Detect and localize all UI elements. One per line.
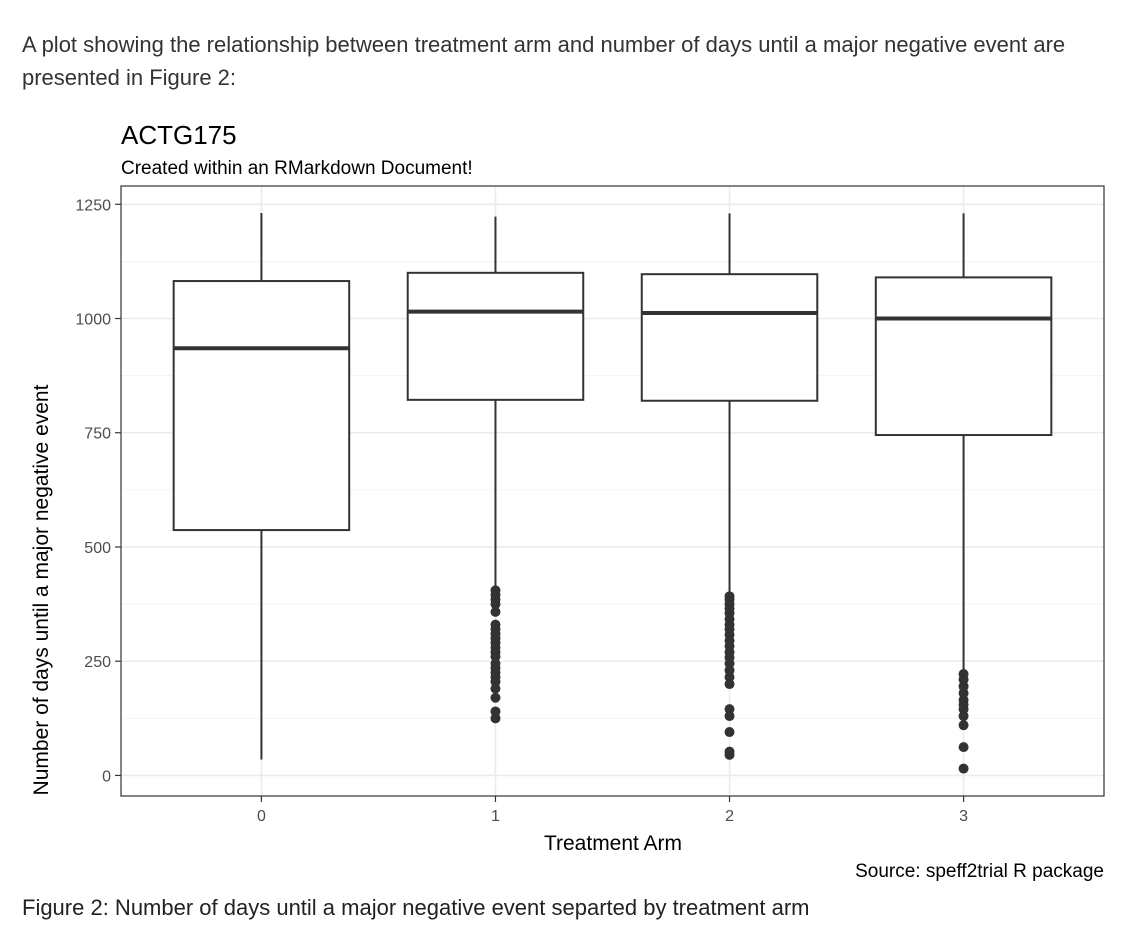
box-layer bbox=[172, 212, 1053, 774]
x-tick-label: 2 bbox=[725, 808, 734, 825]
panel-border bbox=[120, 185, 1105, 797]
outlier-point bbox=[958, 742, 969, 753]
outlier-point bbox=[490, 658, 501, 669]
outlier-point bbox=[724, 679, 735, 690]
outlier-point bbox=[490, 706, 501, 717]
outlier-point bbox=[490, 692, 501, 703]
outlier-point bbox=[724, 704, 735, 715]
outlier-point bbox=[724, 672, 735, 683]
x-axis-label: Treatment Arm bbox=[544, 832, 682, 855]
outlier-point bbox=[958, 711, 969, 722]
y-tick-label: 250 bbox=[84, 654, 111, 671]
x-tick-label: 3 bbox=[959, 808, 968, 825]
box-iqr bbox=[874, 276, 1053, 437]
figure-caption: Figure 2: Number of days until a major n… bbox=[22, 895, 810, 920]
outlier-point bbox=[958, 763, 969, 774]
box-iqr bbox=[640, 273, 819, 402]
outlier-point bbox=[490, 585, 501, 596]
axes: 0 250 500 750 1000 1250 0 1 2 3 bbox=[75, 185, 1105, 825]
outlier-point bbox=[724, 746, 735, 757]
intro-paragraph: A plot showing the relationship between … bbox=[22, 32, 1066, 90]
outlier-point bbox=[958, 681, 969, 692]
box-3 bbox=[874, 213, 1053, 774]
boxplot-chart: ACTG175 Created within an RMarkdown Docu… bbox=[30, 120, 1105, 882]
outlier-point bbox=[724, 711, 735, 722]
outlier-point bbox=[958, 695, 969, 706]
box-iqr bbox=[406, 271, 585, 401]
outlier-point bbox=[490, 619, 501, 630]
outlier-point bbox=[958, 688, 969, 699]
outlier-point bbox=[490, 683, 501, 694]
y-tick-label: 750 bbox=[84, 426, 111, 443]
chart-subtitle: Created within an RMarkdown Document! bbox=[121, 158, 473, 179]
chart-source: Source: speff2trial R package bbox=[855, 861, 1104, 882]
outlier-point bbox=[958, 669, 969, 679]
outlier-point bbox=[724, 665, 735, 676]
box-iqr bbox=[172, 280, 351, 532]
outlier-point bbox=[958, 720, 969, 731]
y-tick-label: 1000 bbox=[75, 312, 111, 329]
y-axis-label: Number of days until a major negative ev… bbox=[30, 384, 53, 795]
box-2 bbox=[640, 213, 819, 760]
y-tick-label: 1250 bbox=[75, 197, 111, 214]
x-tick-label: 1 bbox=[491, 808, 500, 825]
x-tick-label: 0 bbox=[257, 808, 266, 825]
figure-2: ACTG175 Created within an RMarkdown Docu… bbox=[0, 110, 1134, 890]
outlier-point bbox=[490, 606, 501, 617]
box-1 bbox=[406, 216, 585, 724]
outlier-point bbox=[490, 713, 501, 724]
y-tick-label: 500 bbox=[84, 540, 111, 557]
chart-title: ACTG175 bbox=[121, 120, 237, 150]
box-0 bbox=[172, 212, 351, 760]
outlier-point bbox=[724, 727, 735, 738]
y-tick-label: 0 bbox=[102, 768, 111, 785]
outlier-point bbox=[724, 591, 735, 602]
